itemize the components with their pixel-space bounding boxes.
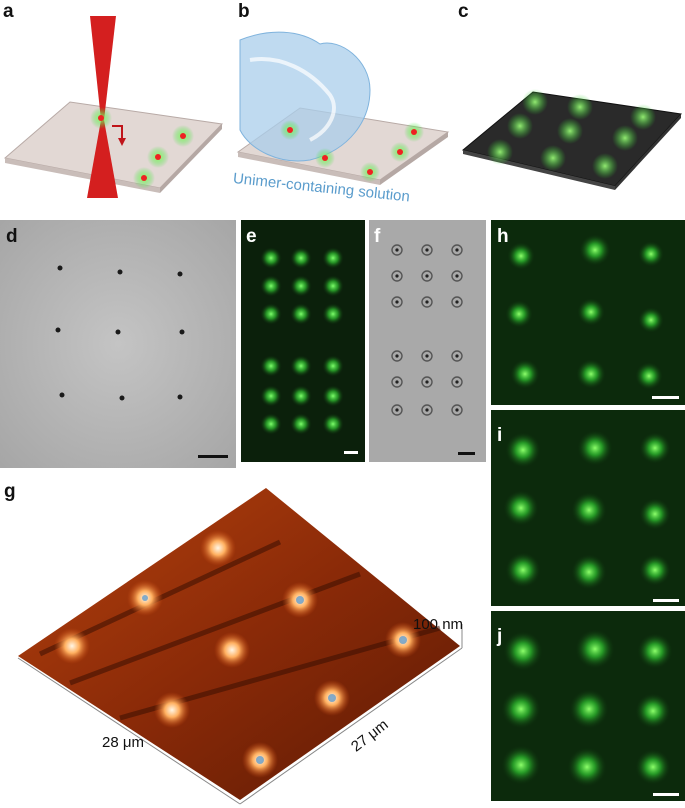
panel-j: j — [491, 611, 685, 801]
panel-d-image — [0, 220, 236, 468]
scale-bar-j — [653, 793, 679, 796]
scale-bar-e — [344, 451, 358, 454]
unimer-solution — [239, 31, 371, 162]
panel-i-image — [503, 430, 671, 590]
laser-beam — [90, 16, 116, 120]
micelle-dot — [360, 162, 380, 182]
micelle-dot — [90, 107, 112, 129]
scale-bar-f — [458, 452, 475, 455]
panel-label-i: i — [497, 425, 503, 446]
scale-bar-i — [653, 599, 679, 602]
panel-c: c — [455, 0, 683, 200]
panel-e-image — [260, 247, 344, 435]
panel-b: b Unimer-containing solution — [230, 0, 450, 215]
glowing-micelle — [630, 104, 656, 130]
glowing-micelle — [592, 153, 618, 179]
micelle-dot — [315, 148, 335, 168]
panel-a-schematic — [3, 16, 224, 198]
micelle-dot — [390, 142, 410, 162]
glowing-micelle — [612, 125, 638, 151]
micelle-dot — [133, 167, 155, 189]
panel-label-a: a — [3, 1, 14, 22]
panel-label-g: g — [4, 481, 16, 502]
scale-bar-d — [198, 455, 228, 458]
panel-label-e: e — [246, 226, 257, 247]
panel-g-afm-surface — [17, 488, 463, 805]
panel-c-schematic — [461, 89, 683, 190]
panel-f-image — [391, 244, 463, 416]
scale-bar-h — [652, 396, 679, 399]
panel-label-d: d — [6, 226, 18, 247]
panel-label-b: b — [238, 1, 250, 22]
panel-d: d — [0, 220, 236, 468]
panel-label-h: h — [497, 226, 509, 247]
glowing-micelle — [507, 113, 533, 139]
z-scale-label: 100 nm — [413, 616, 464, 633]
glowing-micelle — [522, 89, 548, 115]
panel-h-image — [505, 234, 664, 390]
panel-a: a — [0, 0, 225, 200]
panel-b-schematic — [236, 31, 450, 185]
glowing-micelle — [557, 118, 583, 144]
afm-micelle — [54, 628, 90, 664]
panel-label-f: f — [374, 226, 381, 247]
panel-i: i — [491, 410, 685, 606]
micelle-dot — [147, 146, 169, 168]
move-arrow — [112, 125, 123, 140]
panel-g: g — [0, 478, 486, 808]
x-dimension-label: 28 μm — [102, 734, 144, 751]
afm-micelle — [200, 530, 236, 566]
panel-e: e — [241, 220, 365, 462]
glowing-micelle — [567, 94, 593, 120]
micelle-dot — [172, 125, 194, 147]
panel-label-j: j — [497, 626, 503, 647]
glowing-micelle — [540, 145, 566, 171]
afm-micelle — [154, 692, 190, 728]
micelle-dot — [280, 120, 300, 140]
micelle-dot — [404, 122, 424, 142]
afm-micelle — [214, 632, 250, 668]
glowing-micelle — [487, 139, 513, 165]
panel-h: h — [491, 220, 685, 405]
panel-label-c: c — [458, 1, 469, 22]
panel-j-image — [501, 629, 673, 787]
panel-f: f — [369, 220, 486, 462]
